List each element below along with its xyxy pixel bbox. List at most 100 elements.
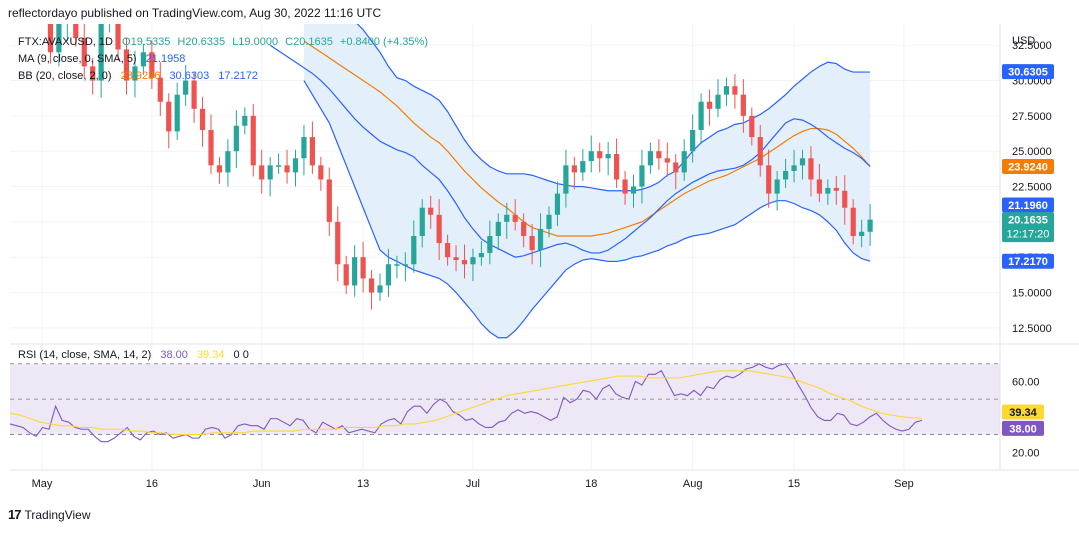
candle-body: [73, 24, 79, 39]
candle-body: [276, 165, 282, 167]
candle-body: [166, 101, 172, 132]
candle-body: [774, 179, 780, 194]
publisher-header: reflectordayo published on TradingView.c…: [8, 6, 382, 20]
x-tick-label: Jun: [253, 478, 271, 490]
legend-symbol: FTX:AVAXUSD, 1D O19.5335 H20.6335 L19.00…: [18, 36, 428, 48]
x-tick-label: 13: [357, 478, 369, 490]
rsi-pane: [9, 363, 1000, 443]
candle-body: [698, 101, 704, 130]
tradingview-logo-icon: 17: [8, 507, 22, 522]
candle-body: [597, 151, 603, 159]
candle-body: [656, 151, 662, 159]
candle-body: [267, 165, 273, 180]
candle-body: [461, 260, 468, 265]
price-tag-countdown: 12:17:20: [1007, 229, 1050, 241]
candle-body: [47, 24, 54, 53]
candle-body: [90, 66, 96, 81]
rsi-line: [9, 363, 923, 443]
candle-body: [791, 165, 797, 171]
candle-body: [859, 231, 865, 236]
y-tick-label: 25.0000: [1012, 146, 1052, 158]
rsi-tag-bg: [1002, 404, 1044, 420]
x-tick-label: Aug: [683, 478, 703, 490]
candle-body: [833, 187, 839, 191]
candle-body: [233, 125, 239, 152]
candle-body: [681, 151, 687, 173]
candle-body: [504, 214, 510, 222]
candle-body: [740, 94, 746, 116]
candle-body: [630, 186, 637, 194]
candle-body: [318, 165, 324, 180]
candle-body: [554, 193, 561, 215]
candle-body: [326, 179, 332, 222]
y-tick-label: 22.5000: [1012, 182, 1052, 194]
candle-body: [377, 285, 383, 293]
rsi-tag-bg: [1002, 420, 1044, 436]
candle-body: [216, 165, 223, 173]
candle-body: [470, 257, 476, 265]
x-tick-label: 18: [585, 478, 597, 490]
price-tag-label: 17.2170: [1008, 256, 1048, 268]
chart-svg[interactable]: USD32.500030.000027.500025.000022.500020…: [0, 24, 1079, 500]
candle-body: [647, 151, 653, 166]
candle-body: [529, 236, 535, 251]
candle-body: [706, 101, 713, 109]
candle-body: [445, 243, 451, 258]
candle-body: [495, 221, 501, 236]
candle-body: [436, 214, 442, 244]
footer-brand[interactable]: 17 TradingView: [8, 507, 91, 522]
candle-body: [301, 137, 307, 159]
price-tag-bg: [1002, 64, 1054, 80]
x-tick-label: Sep: [894, 478, 914, 490]
axes: USD32.500030.000027.500025.000022.500020…: [10, 24, 1079, 490]
candle-body: [664, 158, 670, 163]
candle-body: [487, 236, 493, 253]
candle-body: [537, 228, 544, 251]
candle-body: [842, 190, 848, 208]
price-tag-label: 20.1635: [1008, 215, 1048, 227]
candle-body: [757, 137, 763, 166]
candle-body: [478, 252, 484, 258]
y-tick-label: 15.0000: [1012, 288, 1052, 300]
candle-body: [183, 80, 189, 95]
candle-body: [402, 264, 408, 266]
candle-body: [284, 165, 290, 173]
candle-body: [250, 115, 256, 166]
bollinger-bands: [269, 24, 871, 339]
candle-body: [816, 179, 822, 194]
candle-body: [808, 158, 814, 180]
candle-body: [673, 162, 679, 173]
candle-body: [140, 52, 146, 67]
candle-body: [428, 207, 434, 215]
bb-basis-line: [303, 40, 871, 237]
x-tick-label: 15: [788, 478, 800, 490]
candle-body: [580, 161, 586, 173]
legend-bb: BB (20, close, 2, 0) 23.9236 30.6303 17.…: [18, 70, 258, 82]
candle-body: [723, 86, 730, 95]
candle-body: [715, 94, 721, 109]
candles: [47, 24, 873, 310]
candle-body: [825, 187, 831, 194]
rsi-tag-label: 38.00: [1009, 423, 1037, 435]
price-tag-label: 21.1960: [1008, 200, 1048, 212]
candle-body: [98, 24, 104, 81]
candle-body: [335, 221, 341, 265]
candle-body: [157, 77, 163, 102]
candle-body: [622, 179, 628, 194]
candle-body: [132, 66, 138, 81]
candle-body: [343, 264, 349, 286]
candle-body: [563, 165, 569, 194]
candle-body: [81, 38, 87, 67]
legend-rsi: RSI (14, close, SMA, 14, 2) 38.00 39.34 …: [18, 349, 249, 361]
bb-upper-line: [356, 24, 871, 192]
candle-body: [56, 24, 62, 53]
candle-body: [199, 108, 206, 130]
candle-body: [639, 165, 645, 187]
candle-body: [360, 257, 366, 279]
x-tick-label: May: [32, 478, 53, 490]
price-tag-bg: [1002, 212, 1054, 243]
price-tag-bg: [1002, 197, 1054, 213]
price-tag-bg: [1002, 158, 1054, 174]
candle-body: [766, 165, 772, 194]
candle-body: [867, 219, 873, 232]
